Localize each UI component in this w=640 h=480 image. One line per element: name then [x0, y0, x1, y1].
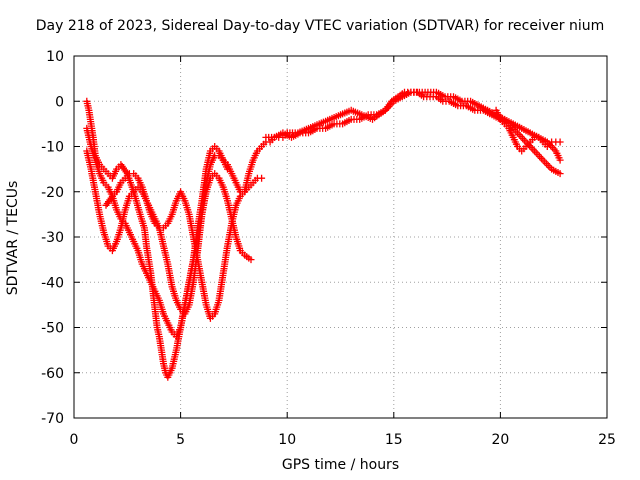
x-tick-label: 20 [491, 432, 509, 448]
data-points [83, 88, 564, 381]
y-tick-labels: 10 0 -10 -20 -30 -40 -50 -60 -70 [41, 49, 64, 427]
chart-title: Day 218 of 2023, Sidereal Day-to-day VTE… [35, 18, 605, 34]
x-tick-labels: 0 5 10 15 20 25 [70, 432, 616, 448]
y-tick-label: -70 [41, 411, 64, 427]
axis-ticks [73, 55, 608, 419]
y-tick-label: 0 [55, 94, 64, 110]
y-tick-label: -30 [41, 230, 64, 246]
data-point [556, 170, 564, 178]
y-axis-label: SDTVAR / TECUs [5, 180, 21, 296]
data-point [258, 174, 266, 182]
series-track-5 [262, 88, 564, 164]
y-tick-label: -60 [41, 366, 64, 382]
y-tick-label: 10 [46, 49, 64, 65]
series-track-7 [492, 106, 564, 155]
y-tick-label: -10 [41, 140, 64, 156]
data-point [247, 256, 255, 264]
y-tick-label: -20 [41, 185, 64, 201]
y-tick-label: -40 [41, 275, 64, 291]
x-tick-label: 25 [598, 432, 616, 448]
y-tick-label: -50 [41, 321, 64, 337]
data-point [556, 138, 564, 146]
x-tick-label: 15 [385, 432, 403, 448]
x-tick-label: 10 [278, 432, 296, 448]
plot-frame [73, 55, 608, 419]
series-track-4 [102, 129, 291, 318]
data-point [556, 156, 564, 164]
grid-lines [74, 56, 607, 418]
x-tick-label: 5 [176, 432, 185, 448]
series-track-6 [283, 88, 564, 178]
x-tick-label: 0 [70, 432, 79, 448]
x-axis-label: GPS time / hours [281, 457, 400, 473]
